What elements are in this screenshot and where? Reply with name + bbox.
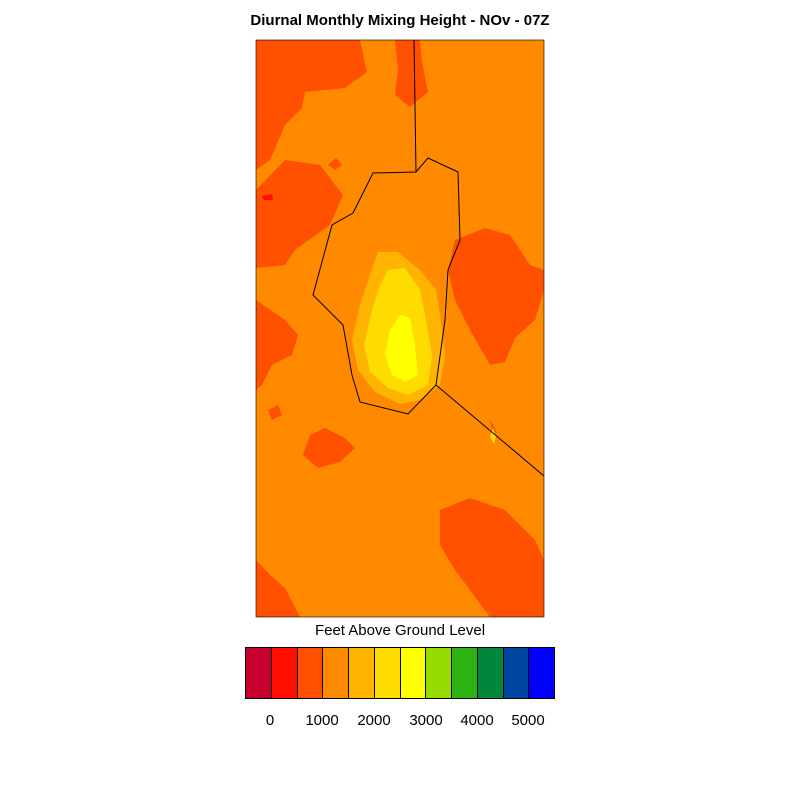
colorbar-swatch (476, 647, 504, 699)
region-bottom-left (256, 560, 300, 617)
region-small-b (268, 405, 282, 420)
colorbar (245, 647, 555, 699)
colorbar-swatch (245, 647, 272, 699)
map-title: Diurnal Monthly Mixing Height - NOv - 07… (250, 12, 550, 29)
boundary-lines (312, 39, 545, 477)
region-mid-small (303, 428, 355, 468)
region-left-mid (256, 160, 343, 268)
colorbar-swatch (502, 647, 530, 699)
units-label: Feet Above Ground Level (314, 622, 486, 639)
small-yellow-spot (490, 428, 496, 444)
peak-core (385, 315, 418, 382)
colorbar-swatch (399, 647, 427, 699)
north-boundary-line (413, 39, 417, 173)
colorbar-swatch (425, 647, 452, 699)
region-small-left (328, 158, 342, 170)
tick-label: 3000 (409, 712, 443, 729)
region-top-mid (395, 40, 428, 107)
southeast-boundary-line (435, 384, 545, 477)
tick-label: 2000 (357, 712, 391, 729)
basin-outline (312, 157, 461, 415)
colorbar-swatch (348, 647, 375, 699)
colorbar-swatch (528, 647, 555, 699)
map-frame (255, 39, 545, 618)
region-top-left (256, 40, 367, 170)
tick-label: 1000 (305, 712, 339, 729)
region-left-lower (256, 300, 298, 390)
tick-label: 4000 (460, 712, 494, 729)
region-right-mid (448, 228, 544, 365)
colorbar-swatch (373, 647, 401, 699)
tick-label: 0 (265, 712, 275, 729)
colorbar-swatch (296, 647, 324, 699)
tick-label: 5000 (511, 712, 545, 729)
region-red-spot (262, 194, 273, 200)
colorbar-swatch (322, 647, 349, 699)
region-bottom-right (440, 498, 544, 617)
colorbar-swatch (270, 647, 298, 699)
low-height-regions (256, 40, 544, 617)
colorbar-swatch (451, 647, 478, 699)
